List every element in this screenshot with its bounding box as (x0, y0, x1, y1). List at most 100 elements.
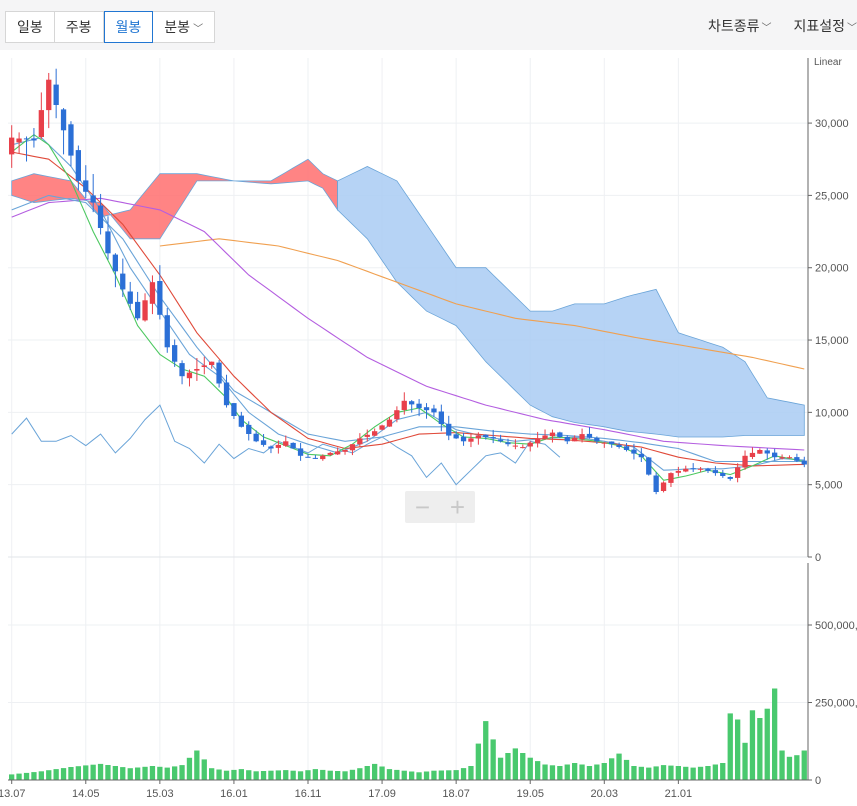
candle (223, 374, 230, 408)
volume-bar (497, 757, 504, 780)
candle (38, 92, 44, 139)
candle-body (697, 468, 704, 470)
candle-body (394, 410, 400, 420)
candle (349, 444, 356, 456)
candle (97, 193, 104, 235)
candle (416, 399, 422, 417)
candle-body (653, 475, 659, 492)
candle-body (542, 435, 548, 439)
candle (475, 432, 481, 445)
candle-body (423, 407, 430, 411)
period-tabs: 일봉 주봉 월봉 분봉 ﹀ (5, 11, 216, 43)
volume-bar (631, 766, 637, 780)
volume-bar (801, 750, 807, 780)
volume-bar (60, 768, 67, 780)
cloud-span (11, 158, 338, 240)
candle-body (172, 345, 178, 362)
candle (246, 421, 252, 441)
candle (386, 417, 393, 427)
volume-bar (357, 768, 363, 780)
tab-minute-label: 분봉 (164, 19, 191, 35)
candle (312, 454, 318, 460)
candle (238, 411, 244, 428)
candle (75, 145, 81, 191)
tab-minute[interactable]: 분봉 ﹀ (153, 12, 214, 42)
volume-bar (453, 770, 459, 780)
volume-bar (749, 710, 756, 781)
volume-bar (468, 766, 474, 780)
candle (623, 443, 630, 452)
candle (275, 440, 281, 454)
candle (142, 293, 148, 322)
tab-monthly[interactable]: 월봉 (103, 11, 154, 43)
x-tick-label: 13.07 (0, 788, 25, 800)
volume-bar (186, 757, 193, 780)
candle (453, 431, 459, 439)
candle-body (357, 438, 363, 445)
candle-body (253, 433, 259, 442)
zoom-in-button[interactable]: + (449, 492, 466, 522)
candle (342, 449, 348, 455)
candle-body (231, 403, 237, 416)
candle (149, 275, 156, 315)
candle-body (53, 84, 59, 105)
candle (320, 454, 326, 461)
candle (705, 467, 711, 473)
volume-bar (260, 771, 267, 780)
candle (683, 465, 689, 473)
price-tick-label: 10,000 (815, 407, 849, 419)
volume-bar (142, 766, 148, 780)
volume-bar (557, 766, 563, 780)
candle-body (105, 231, 111, 254)
volume-bar (460, 768, 467, 780)
volume-bar (401, 770, 407, 780)
candle-body (779, 457, 785, 459)
volume-bar (668, 765, 674, 780)
volume-bar (586, 766, 593, 780)
tab-weekly[interactable]: 주봉 (55, 12, 104, 42)
volume-bar (112, 766, 118, 780)
volume-bar (623, 759, 630, 780)
candle-body (446, 423, 452, 436)
zoom-out-button[interactable]: − (414, 492, 431, 522)
volume-bar (794, 755, 800, 780)
volume-bar (490, 739, 496, 780)
candle (720, 469, 726, 478)
candle (794, 453, 800, 463)
candle-body (646, 457, 652, 475)
volume-bars (9, 688, 807, 781)
candle-body (586, 433, 593, 438)
volume-bar (638, 766, 644, 780)
candle (564, 435, 570, 445)
candle (335, 447, 341, 455)
candle-body (46, 79, 52, 111)
candle-body (468, 438, 474, 442)
tab-daily[interactable]: 일봉 (6, 12, 55, 42)
volume-bar (653, 766, 659, 780)
volume-bar (246, 770, 252, 780)
candle-body (401, 400, 407, 410)
ma20-line (11, 151, 805, 467)
candle (23, 136, 30, 162)
candle (179, 360, 185, 385)
indicator-settings-menu[interactable]: 지표설정 ﹀ (793, 11, 857, 41)
cloud-span (337, 166, 805, 438)
ichimoku-cloud (11, 158, 805, 438)
volume-bar (579, 764, 585, 780)
volume-bar (127, 768, 133, 780)
x-tick-label: 19.05 (516, 788, 544, 800)
volume-bar (320, 769, 326, 780)
candle (172, 339, 178, 367)
price-tick-label: 15,000 (815, 335, 849, 347)
candle-body (668, 473, 674, 483)
volume-bar (305, 770, 311, 780)
chart-type-menu[interactable]: 차트종류 ﹀ (708, 11, 772, 41)
candle-body (223, 382, 230, 406)
candle (779, 454, 785, 460)
candle-body (683, 468, 689, 472)
candle-body (609, 441, 615, 445)
chart-type-label: 차트종류 (707, 18, 760, 34)
volume-bar (786, 756, 793, 781)
candle-body (275, 444, 281, 448)
